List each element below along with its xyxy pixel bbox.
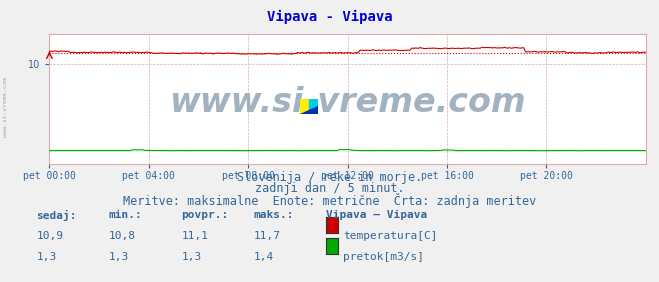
Polygon shape — [300, 106, 318, 114]
Text: Vipava - Vipava: Vipava - Vipava — [267, 10, 392, 24]
Text: 11,7: 11,7 — [254, 231, 281, 241]
Polygon shape — [309, 99, 318, 114]
Text: sedaj:: sedaj: — [36, 210, 76, 221]
Text: maks.:: maks.: — [254, 210, 294, 220]
Text: temperatura[C]: temperatura[C] — [343, 231, 438, 241]
Polygon shape — [300, 99, 309, 114]
Text: 11,1: 11,1 — [181, 231, 208, 241]
Text: Meritve: maksimalne  Enote: metrične  Črta: zadnja meritev: Meritve: maksimalne Enote: metrične Črta… — [123, 193, 536, 208]
Text: www.si-vreme.com: www.si-vreme.com — [3, 77, 8, 137]
Text: min.:: min.: — [109, 210, 142, 220]
Text: 1,3: 1,3 — [109, 252, 129, 262]
Text: www.si-vreme.com: www.si-vreme.com — [169, 86, 526, 119]
Text: povpr.:: povpr.: — [181, 210, 229, 220]
Text: 10,8: 10,8 — [109, 231, 136, 241]
Text: 1,3: 1,3 — [181, 252, 202, 262]
Text: Vipava – Vipava: Vipava – Vipava — [326, 210, 428, 220]
Text: 1,3: 1,3 — [36, 252, 57, 262]
Text: 10,9: 10,9 — [36, 231, 63, 241]
Text: 1,4: 1,4 — [254, 252, 274, 262]
Text: Slovenija / reke in morje.: Slovenija / reke in morje. — [237, 171, 422, 184]
Text: pretok[m3/s]: pretok[m3/s] — [343, 252, 424, 262]
Text: zadnji dan / 5 minut.: zadnji dan / 5 minut. — [254, 182, 405, 195]
